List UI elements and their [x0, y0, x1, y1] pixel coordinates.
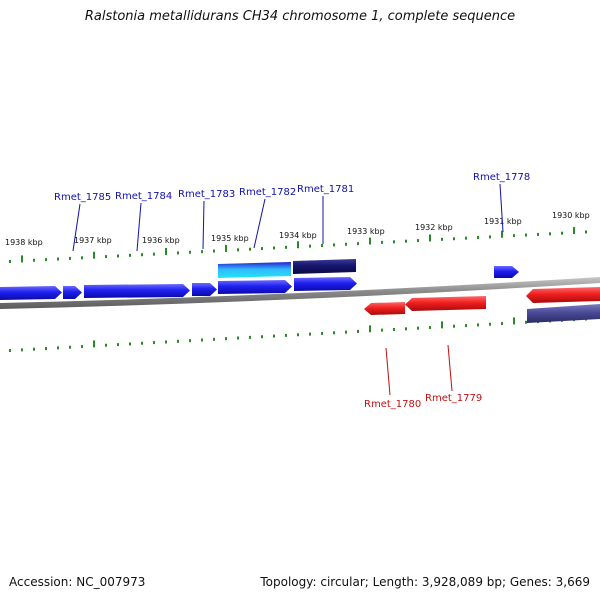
- reverse-gene: [526, 287, 600, 303]
- forward-gene-dark: [293, 259, 356, 274]
- forward-gene: [0, 286, 62, 300]
- gene-label-leader: [136, 202, 142, 252]
- forward-gene-label: Rmet_1783: [178, 189, 235, 200]
- gene-label-leader: [202, 200, 205, 250]
- tick-label: 1937 kbp: [74, 236, 112, 245]
- forward-gene-label: Rmet_1782: [239, 187, 296, 198]
- gene-label-leader: [72, 203, 81, 252]
- gene-label-leader: [447, 344, 453, 392]
- topology-text: Topology: circular; Length: 3,928,089 bp…: [260, 575, 590, 589]
- accession-text: Accession: NC_007973: [9, 575, 146, 589]
- tick-label: 1931 kbp: [484, 217, 522, 226]
- gene-label-leader: [385, 347, 391, 396]
- forward-gene-label: Rmet_1785: [54, 192, 111, 203]
- tick-label: 1935 kbp: [211, 234, 249, 243]
- tick-label: 1930 kbp: [552, 211, 590, 220]
- tick-label: 1932 kbp: [415, 223, 453, 232]
- tick-label: 1938 kbp: [5, 238, 43, 247]
- forward-gene: [294, 277, 357, 291]
- forward-gene: [63, 286, 82, 299]
- forward-gene: [494, 266, 519, 278]
- chart-title: Ralstonia metallidurans CH34 chromosome …: [84, 9, 516, 24]
- forward-gene-label: Rmet_1781: [297, 184, 354, 195]
- reverse-gene-label: Rmet_1780: [364, 399, 421, 410]
- tick-label: 1933 kbp: [347, 227, 385, 236]
- chromosome-backbone: [0, 277, 600, 309]
- reverse-gene: [364, 302, 405, 315]
- gene-label-leader: [499, 183, 504, 233]
- tick-label: 1936 kbp: [142, 236, 180, 245]
- tick-label: 1934 kbp: [279, 231, 317, 240]
- forward-gene-label: Rmet_1778: [473, 172, 530, 183]
- forward-gene: [84, 284, 190, 298]
- gene-label-leader: [253, 198, 266, 249]
- reverse-gene-label: Rmet_1779: [425, 393, 482, 404]
- reverse-gene: [405, 296, 486, 311]
- reverse-gene-dark: [527, 304, 600, 323]
- forward-gene: [218, 280, 292, 294]
- selected-gene: [218, 262, 291, 278]
- forward-gene: [192, 283, 217, 296]
- forward-gene-label: Rmet_1784: [115, 191, 172, 202]
